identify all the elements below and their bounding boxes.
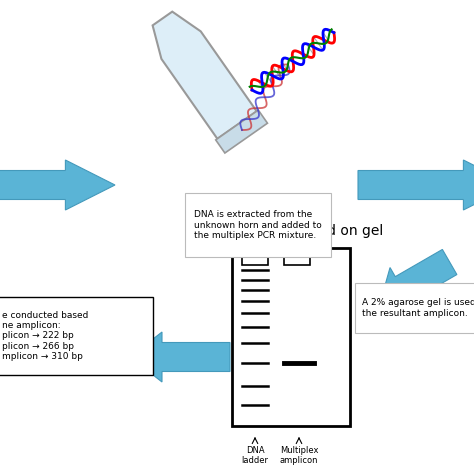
FancyBboxPatch shape [242, 254, 268, 265]
Text: Amplicon visualized on gel: Amplicon visualized on gel [199, 224, 383, 238]
Polygon shape [216, 110, 267, 153]
Polygon shape [0, 160, 115, 210]
FancyBboxPatch shape [185, 193, 331, 257]
FancyBboxPatch shape [232, 248, 350, 426]
Text: A 2% agarose gel is used to v
the resultant amplicon.: A 2% agarose gel is used to v the result… [362, 298, 474, 318]
Polygon shape [153, 12, 256, 139]
Text: Multiplex
amplicon: Multiplex amplicon [280, 446, 318, 465]
Text: DNA
ladder: DNA ladder [241, 446, 268, 465]
Polygon shape [358, 160, 474, 210]
FancyBboxPatch shape [355, 283, 474, 333]
Text: DNA is extracted from the
unknown horn and added to
the multiplex PCR mixture.: DNA is extracted from the unknown horn a… [194, 210, 322, 240]
Polygon shape [130, 332, 230, 382]
FancyBboxPatch shape [284, 254, 310, 265]
Polygon shape [380, 249, 457, 311]
FancyBboxPatch shape [0, 297, 153, 375]
Text: e conducted based
ne amplicon:
plicon → 222 bp
plicon → 266 bp
mplicon → 310 bp: e conducted based ne amplicon: plicon → … [2, 310, 88, 361]
